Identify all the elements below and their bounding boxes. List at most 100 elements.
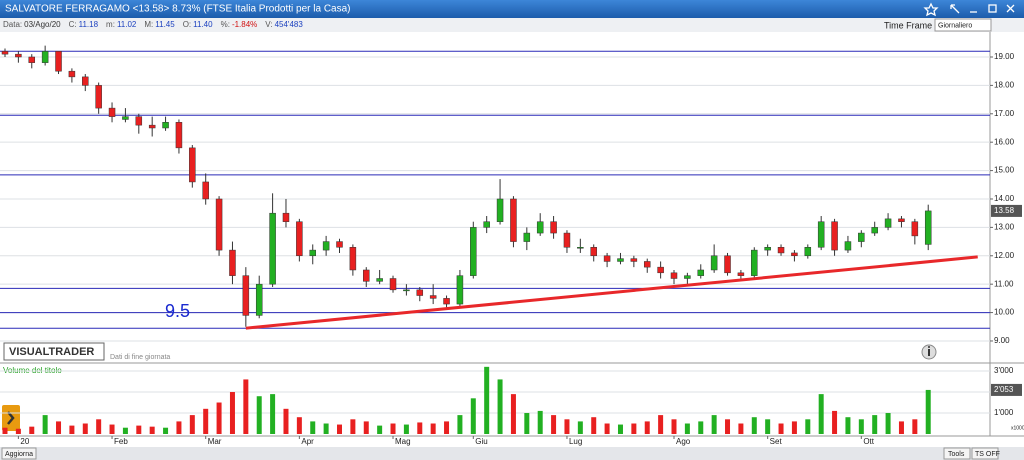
volume-bar: [832, 410, 838, 434]
candle-body: [483, 221, 490, 228]
volume-bar: [270, 394, 276, 434]
candle-body: [710, 255, 718, 271]
close-button[interactable]: [1006, 4, 1015, 13]
volume-bar: [751, 417, 757, 434]
volume-bar: [350, 419, 356, 434]
last-price-label: 13.58: [994, 206, 1015, 215]
volume-bar: [818, 394, 824, 434]
candle-body: [563, 232, 571, 248]
candle-body: [858, 232, 865, 242]
info-value: 11.18: [79, 20, 99, 29]
candle-body: [175, 122, 183, 149]
candle-body: [55, 51, 62, 72]
ts-button[interactable]: [971, 447, 999, 460]
refresh-button[interactable]: [1, 447, 37, 460]
volume-bar: [470, 398, 476, 434]
candle-body: [670, 272, 678, 279]
candle-body: [255, 283, 263, 316]
candle-body: [884, 218, 892, 228]
volume-bar: [898, 421, 904, 434]
annotation: 9.5: [165, 301, 190, 321]
maximize-button[interactable]: [988, 4, 997, 13]
volume-bar: [524, 413, 530, 434]
candle-body: [15, 53, 22, 58]
volume-bar: [872, 415, 878, 434]
x-tick-label: Mar: [208, 437, 222, 446]
info-label: m:: [106, 20, 115, 29]
volume-bar: [617, 424, 623, 434]
info-label: O:: [183, 20, 191, 29]
ts-label: TS OFF: [975, 451, 1000, 458]
candle-body: [215, 198, 223, 251]
x-tick-label: Mag: [395, 437, 411, 446]
last-volume-label: 2'053: [994, 385, 1014, 394]
volume-bar: [243, 379, 249, 434]
info-label: Data:: [3, 20, 22, 29]
info-bar: [0, 18, 1024, 32]
time-frame-select[interactable]: [934, 18, 992, 32]
volume-bar: [805, 419, 811, 434]
logo-note: Dati di fine giornata: [110, 354, 170, 361]
candle-body: [68, 70, 76, 78]
volume-bar: [604, 423, 610, 434]
volume-bar: [189, 415, 195, 434]
candle-body: [202, 181, 209, 200]
candle-body: [403, 289, 410, 292]
volume-bar: [631, 423, 637, 434]
y-tick-label: 12.00: [994, 251, 1015, 260]
volume-bar: [15, 428, 21, 434]
logo-box: [3, 342, 105, 361]
candle-body: [282, 212, 290, 222]
y-tick-label: 9.00: [994, 336, 1010, 345]
favorite-button[interactable]: [923, 2, 939, 17]
side-toggle[interactable]: [2, 405, 20, 431]
volume-bar: [925, 389, 931, 434]
volume-bar: [296, 417, 302, 434]
tools-button[interactable]: [943, 447, 971, 460]
volume-bar: [711, 415, 717, 434]
candle-body: [28, 56, 36, 63]
volume-bar: [310, 421, 316, 434]
candle-body: [41, 51, 49, 63]
candle-body: [536, 221, 544, 234]
volume-bar: [484, 366, 490, 434]
volume-bar: [725, 419, 731, 434]
candle-body: [871, 227, 878, 234]
info-value: 11.40: [193, 20, 213, 29]
volume-bar: [791, 421, 797, 434]
candle-body: [751, 249, 758, 276]
volume-bar: [658, 415, 664, 434]
volume-bar: [778, 423, 784, 434]
y-tick-label: 14.00: [994, 194, 1015, 203]
info-label: %:: [221, 20, 230, 29]
candle-body: [804, 247, 812, 257]
candle-body: [296, 221, 303, 257]
y-tick-label: 18.00: [994, 80, 1015, 89]
candle-body: [764, 247, 771, 251]
volume-bar: [858, 419, 864, 434]
volume-bar: [216, 402, 222, 434]
info-icon[interactable]: [921, 344, 937, 360]
volume-bar: [537, 410, 543, 434]
trendline: [245, 255, 978, 330]
volume-bar: [417, 422, 423, 434]
info-label: V:: [265, 20, 272, 29]
volume-bar: [765, 419, 771, 434]
candle-body: [95, 85, 102, 109]
toolbar: [0, 447, 1024, 460]
candle-body: [389, 278, 397, 291]
volume-bar: [82, 423, 88, 434]
y-tick-label: 16.00: [994, 137, 1015, 146]
tool-button[interactable]: [950, 4, 960, 14]
info-value: 454'483: [275, 20, 304, 29]
candle-body: [817, 221, 825, 248]
candle-body: [1, 51, 9, 55]
volume-bar: [671, 419, 677, 434]
candle-body: [148, 124, 156, 129]
x-tick-label: Lug: [569, 437, 582, 446]
logo: VISUALTRADER: [9, 346, 94, 358]
candle-body: [363, 269, 370, 282]
candle-body: [376, 278, 383, 282]
candle-body: [603, 255, 611, 262]
